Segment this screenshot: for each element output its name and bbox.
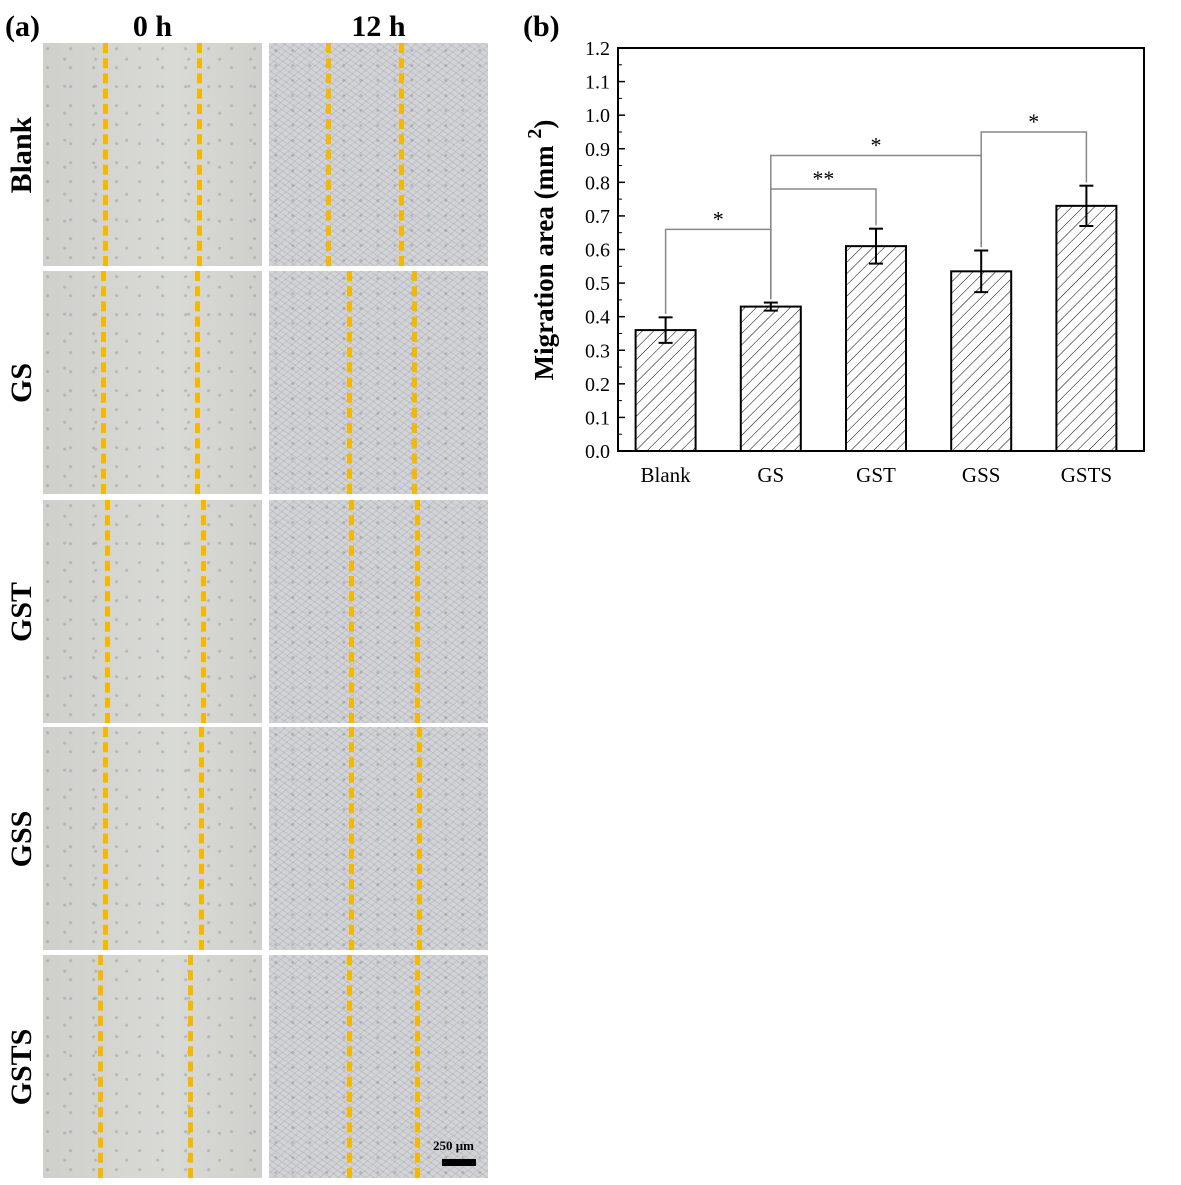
scratch-edge-marker [347,271,352,494]
scratch-edge-marker [417,727,422,950]
scratch-edge-marker [326,43,331,266]
scratch-edge-marker [349,727,354,950]
micrograph-blank-0h [43,43,262,266]
y-tick-label: 0.2 [585,374,610,396]
y-tick-label: 0.3 [585,340,610,362]
micrograph-gsts-12h: 250 μm [269,955,488,1178]
scratch-edge-marker [347,955,352,1178]
y-tick-label: 1.2 [585,38,610,60]
scratch-edge-marker [195,271,200,494]
y-axis-label-text: Migration area (mm [529,145,559,380]
x-tick-label-gss: GSS [962,463,1001,487]
significance-marker: ** [812,166,834,191]
scratch-edge-marker [415,500,420,723]
scratch-edge-marker [188,955,193,1178]
micrograph-gss-12h [269,727,488,950]
y-tick-label: 0.8 [585,172,610,194]
column-header-0h: 0 h [132,10,173,43]
bar-gs [739,305,802,453]
scratch-edge-marker [105,500,110,723]
scratch-edge-marker [197,43,202,266]
y-tick-label: 0.6 [585,240,610,262]
scratch-edge-marker [98,955,103,1178]
micrograph-gst-0h [43,500,262,723]
bar-gsts [1055,204,1118,452]
y-axis-label-superscript: 2 [524,129,546,139]
row-label-gs: GS [5,362,38,403]
scratch-edge-marker [101,271,106,494]
scratch-edge-marker [201,500,206,723]
y-tick-label: 0.7 [585,206,610,228]
scratch-edge-marker [199,727,204,950]
row-label-blank: Blank [5,116,38,193]
scale-bar [442,1159,476,1166]
significance-bracket [980,131,1088,248]
scratch-edge-marker [103,727,108,950]
panel-b-label: (b) [523,10,560,43]
x-tick-label-gs: GS [757,463,784,487]
micrograph-gs-0h [43,271,262,494]
bar-gst [845,245,907,452]
panel-a-label: (a) [5,10,40,43]
micrograph-gst-12h [269,500,488,723]
significance-bracket [664,228,772,314]
y-tick-label: 0.9 [585,139,610,161]
y-tick-label: 0.5 [585,273,610,295]
y-tick-label: 0.1 [585,407,610,429]
scratch-edge-marker [399,43,404,266]
micrograph-gss-0h [43,727,262,950]
significance-marker: * [713,206,724,231]
y-tick-label: 1.1 [585,72,610,94]
micrograph-blank-12h [269,43,488,266]
x-tick-label-gsts: GSTS [1061,463,1112,487]
y-axis-label-close: ) [529,120,559,129]
significance-marker: * [871,132,882,157]
row-label-gss: GSS [5,810,38,867]
x-tick-label-gst: GST [856,463,896,487]
bar-blank [634,329,697,453]
y-tick-label: 0.0 [585,441,610,463]
scratch-edge-marker [349,500,354,723]
x-tick-label-blank: Blank [641,463,692,487]
scratch-edge-marker [103,43,108,266]
y-axis-label: Migration area (mm 2) [524,120,559,381]
column-header-12h: 12 h [351,10,406,43]
micrograph-gsts-0h [43,955,262,1178]
bar-gss [950,270,1013,452]
scratch-edge-marker [415,955,420,1178]
significance-bracket [770,188,877,300]
row-label-gst: GST [5,581,38,642]
significance-bracket [770,154,982,300]
plot-area-frame [617,47,1145,452]
scratch-edge-marker [412,271,417,494]
significance-marker: * [1028,109,1039,134]
row-label-gsts: GSTS [5,1028,38,1105]
micrograph-gs-12h [269,271,488,494]
scale-bar-label: 250 μm [433,1138,474,1153]
y-tick-label: 1.0 [585,105,610,127]
y-tick-label: 0.4 [585,307,610,329]
